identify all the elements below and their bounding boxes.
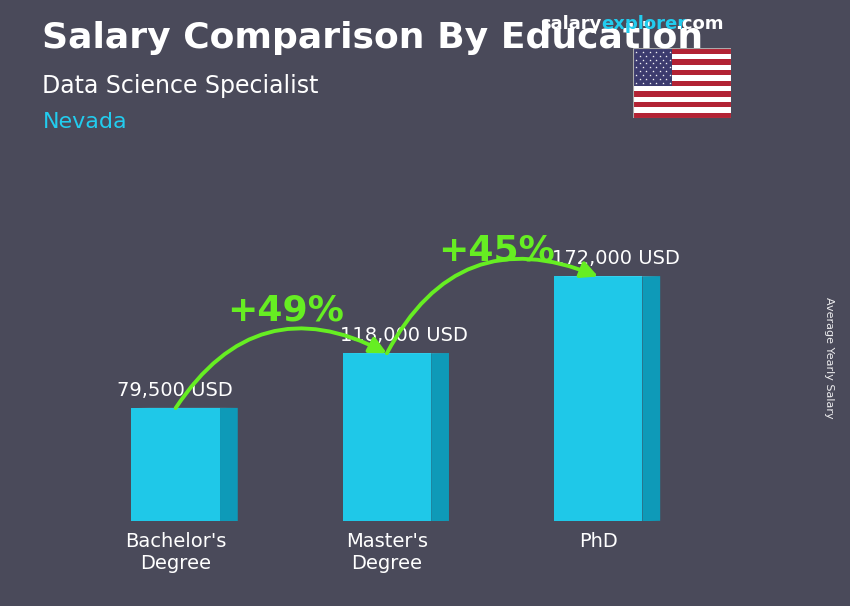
Polygon shape	[431, 353, 449, 521]
Text: explorer: explorer	[601, 15, 686, 33]
FancyBboxPatch shape	[553, 276, 643, 521]
Bar	[633, 75, 731, 81]
Text: salary: salary	[540, 15, 601, 33]
Bar	[633, 70, 731, 75]
Bar	[633, 65, 731, 70]
Polygon shape	[220, 408, 238, 521]
Polygon shape	[643, 276, 660, 521]
Text: Average Yearly Salary: Average Yearly Salary	[824, 297, 834, 418]
Bar	[633, 54, 731, 59]
Bar	[633, 92, 731, 97]
Bar	[633, 81, 731, 86]
Bar	[633, 86, 731, 92]
Text: 172,000 USD: 172,000 USD	[552, 249, 679, 268]
Text: Nevada: Nevada	[42, 112, 128, 132]
Bar	[633, 102, 731, 107]
Bar	[633, 59, 731, 65]
Bar	[633, 48, 672, 86]
FancyBboxPatch shape	[131, 408, 220, 521]
FancyBboxPatch shape	[343, 353, 431, 521]
Bar	[633, 113, 731, 118]
Bar	[633, 97, 731, 102]
Text: +49%: +49%	[227, 293, 344, 328]
Text: 79,500 USD: 79,500 USD	[116, 381, 232, 399]
Text: 118,000 USD: 118,000 USD	[340, 326, 468, 345]
Text: +45%: +45%	[439, 234, 555, 268]
Text: .com: .com	[675, 15, 723, 33]
Text: Salary Comparison By Education: Salary Comparison By Education	[42, 21, 704, 55]
Bar	[633, 107, 731, 113]
Text: Data Science Specialist: Data Science Specialist	[42, 74, 319, 98]
Bar	[633, 48, 731, 54]
